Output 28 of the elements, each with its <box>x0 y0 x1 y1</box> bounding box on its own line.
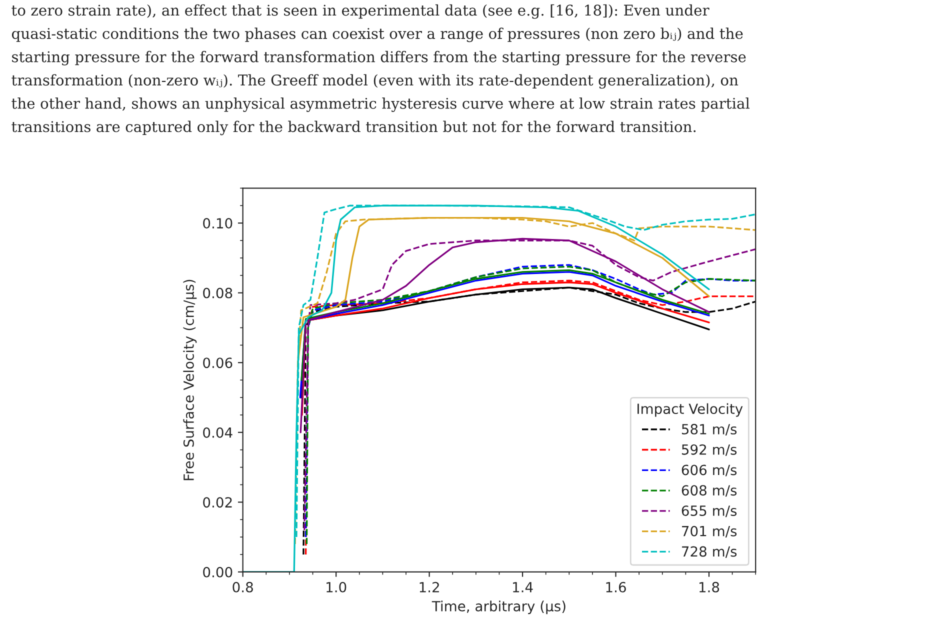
text: starting pressure for the forward transformation differs from the starting pressure for the reverse <box>12 50 746 66</box>
x-tick-label: 1.0 <box>326 582 346 592</box>
text: to zero strain rate), an effect that is seen in experimental data (see e.g. [16, 18]): Even under <box>12 4 710 19</box>
legend-label: 608 m/s <box>682 485 737 497</box>
legend-label: 581 m/s <box>682 424 737 436</box>
x-tick-label: 1.6 <box>606 582 626 592</box>
legend-label: 701 m/s <box>682 526 737 538</box>
legend-label: 655 m/s <box>682 505 737 518</box>
y-tick-label: 0.04 <box>203 427 232 438</box>
x-tick-label: 1.8 <box>699 582 720 592</box>
x-tick-label: 1.4 <box>513 582 533 592</box>
y-tick-label: 0.02 <box>203 497 232 508</box>
legend-title: Impact Velocity <box>638 403 743 417</box>
text: quasi-static conditions the two phases can coexist over a range of pressures (non zero bᵢⱼ) and the <box>12 28 743 42</box>
legend-label: 606 m/s <box>682 464 737 476</box>
y-axis-title: Free Surface Velocity (cm/μs) <box>183 280 197 480</box>
x-tick-label: 1.2 <box>420 582 439 592</box>
legend-label: 592 m/s <box>682 444 737 456</box>
x-tick-label: 0.8 <box>232 582 253 592</box>
y-tick-label: 0.06 <box>203 358 232 368</box>
legend-label: 728 m/s <box>682 546 737 558</box>
y-tick-label: 0.00 <box>203 566 232 578</box>
y-tick-label: 0.10 <box>203 218 232 229</box>
x-axis-title: Time, arbitrary (μs) <box>432 600 566 614</box>
text: transitions are captured only for the backward transition but not for the forward transition. <box>12 120 696 136</box>
y-tick-label: 0.08 <box>203 288 232 298</box>
text: the other hand, shows an unphysical asymmetric hysteresis curve where at low strain rates partial <box>12 97 750 112</box>
text: transformation (non-zero wᵢⱼ). The Greeff model (even with its rate-dependent generalization), on <box>12 74 738 89</box>
